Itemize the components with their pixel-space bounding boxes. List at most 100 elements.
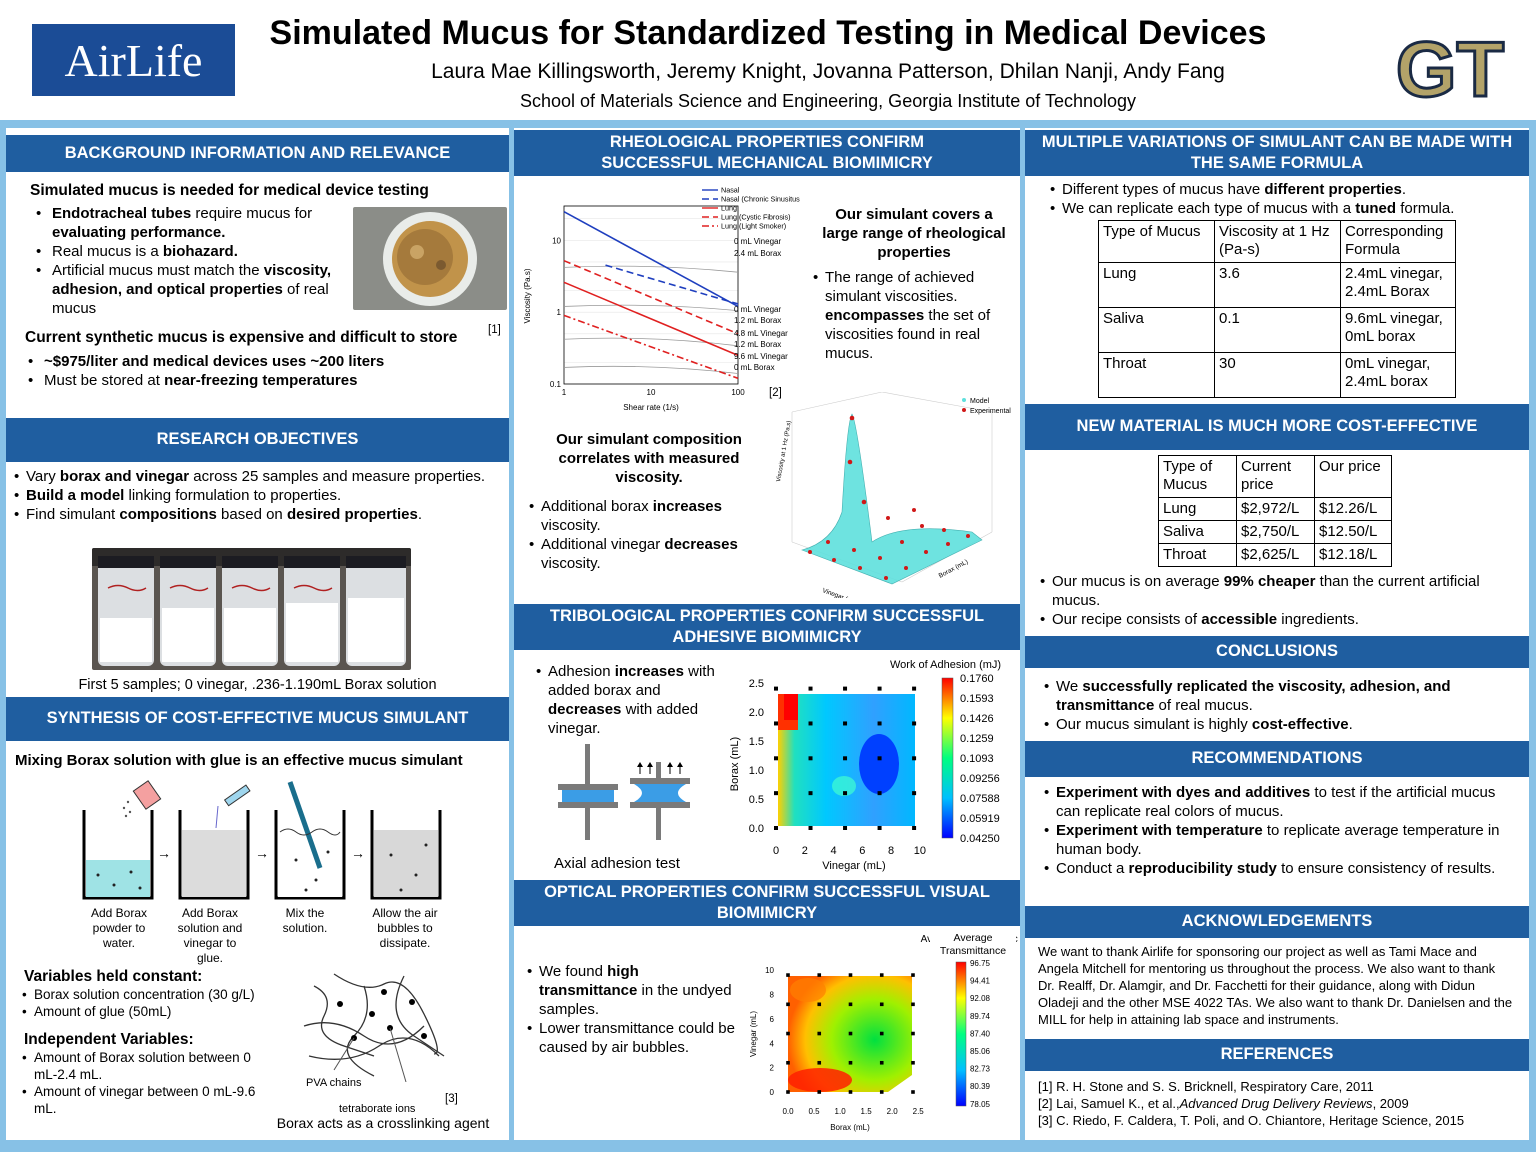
transmittance-title: Average Transmittance <box>930 932 1016 958</box>
colorbar-tick-label: 96.75 <box>970 959 991 968</box>
colorbar-tick-label: 0.1259 <box>960 733 994 745</box>
x-tick-label: 6 <box>859 845 865 857</box>
transmittance-heatmap-chart: Average Transmittance 0.0 0.5 1.0 1.5 2.0 2.5… <box>749 934 1018 1132</box>
sample-point <box>848 1060 853 1065</box>
series-line <box>605 264 739 305</box>
z-axis-label: Viscosity at 1 Hz (Pa.s) <box>776 420 793 482</box>
step-caption: Add Borax powder to water. <box>90 906 148 950</box>
sample-point <box>843 791 848 796</box>
list-item: Our mucus is on average 99% cheaper than… <box>1040 572 1510 610</box>
list-item: Lower transmittance could be caused by a… <box>527 1019 737 1057</box>
list-item: Amount of glue (50mL) <box>22 1003 302 1020</box>
y-axis-label: Borax (mL) <box>729 737 741 791</box>
rheology-side-list: The range of achieved simulant viscositi… <box>813 268 1013 363</box>
sample-point <box>877 791 882 796</box>
sample-point <box>786 1090 790 1094</box>
sample-point <box>911 1060 915 1065</box>
list-item: Endotracheal tubes require mucus for eva… <box>30 204 350 242</box>
annotation-label: 9.6 mL Vinegar <box>734 352 788 361</box>
chart-title: Work of Adhesion (mJ) <box>890 659 1001 671</box>
poster-title: Simulated Mucus for Standardized Testing… <box>269 14 1267 52</box>
ref-2-marker: [2] <box>769 387 782 399</box>
list-item: Amount of Borax solution between 0 mL-2.… <box>22 1049 262 1083</box>
x-tick-label: 1 <box>562 388 567 397</box>
colorbar-tick-label: 0.04250 <box>960 833 1000 845</box>
annotation-label: 0 mL Vinegar <box>734 237 781 246</box>
y-tick-label: 1.5 <box>749 736 764 748</box>
x-axis-label: Vinegar (mL) <box>821 587 859 598</box>
x-axis-label: Borax (mL) <box>830 1123 870 1132</box>
list-item: ~$975/liter and medical devices uses ~20… <box>22 352 392 371</box>
annotation-label: 0 mL Vinegar <box>734 305 781 314</box>
colorbar-tick-label: 82.73 <box>970 1065 991 1074</box>
constants-heading: Variables held constant: <box>24 968 203 985</box>
synthesis-process-diagram: → → → <box>82 780 442 900</box>
section-heading-optical: OPTICAL PROPERTIES CONFIRM SUCCESSFUL VI… <box>514 880 1020 926</box>
colorbar <box>941 677 954 839</box>
list-item: We successfully replicated the viscosity… <box>1044 677 1504 715</box>
sample-point <box>848 1002 853 1007</box>
svg-text:GT: GT <box>1396 28 1504 110</box>
y-axis-label: Viscosity (Pa.s) <box>523 268 532 323</box>
annotation-label: 1.2 mL Borax <box>734 316 781 325</box>
y-tick-label: 2.0 <box>749 707 764 719</box>
colorbar-tick-label: 87.40 <box>970 1029 991 1038</box>
table-row: Saliva 0.1 9.6mL vinegar, 0mL borax <box>1098 307 1456 353</box>
independent-heading: Independent Variables: <box>24 1031 194 1048</box>
step-caption: Mix the solution. <box>282 906 328 935</box>
sample-point <box>817 1031 822 1036</box>
series-line <box>563 259 739 335</box>
reference-item: [1] R. H. Stone and S. S. Bricknell, Res… <box>1038 1079 1374 1094</box>
list-item: Build a model linking formulation to pro… <box>14 486 494 505</box>
sample-point <box>786 1002 790 1007</box>
x-tick-label: 2.0 <box>887 1107 899 1116</box>
table-header-row: Type of Mucus Viscosity at 1 Hz (Pa-s) Cor… <box>1098 220 1456 263</box>
legend-label: Model <box>970 398 990 405</box>
sample-point <box>808 721 813 726</box>
variations-table: Type of Mucus Viscosity at 1 Hz (Pa-s) Cor… <box>1098 220 1456 398</box>
background-list: Endotracheal tubes require mucus for eva… <box>30 204 350 318</box>
simulant-curve <box>563 304 739 312</box>
chart-frame <box>563 205 739 385</box>
section-heading-objectives: RESEARCH OBJECTIVES <box>6 418 509 462</box>
colorbar-tick-label: 85.06 <box>970 1047 991 1056</box>
sample-point <box>774 791 778 796</box>
colorbar-tick-label: 0.07588 <box>960 793 1000 805</box>
x-tick-label: 10 <box>647 388 656 397</box>
list-item: Real mucus is a biohazard. <box>30 242 350 261</box>
adhesion-heatmap-chart: Work of Adhesion (mJ) 0 2 4 6 8 10 0.0 0.5 1.0 1.… <box>729 659 1001 872</box>
x-tick-label: 0.5 <box>808 1107 820 1116</box>
legend-model-marker <box>962 398 966 402</box>
list-item: Experiment with temperature to replicate… <box>1044 821 1504 859</box>
sample-point <box>817 1090 822 1094</box>
cost-table: Type of Mucus Current price Our price Lung… <box>1158 455 1392 567</box>
table-row: Throat $2,625/L $12.18/L <box>1158 543 1392 567</box>
list-item: Borax solution concentration (30 g/L) <box>22 986 302 1003</box>
composition-heading: Our simulant composition correlates with… <box>556 431 742 486</box>
legend-label: Nasal <box>721 186 740 195</box>
section-heading-tribology: TRIBOLOGICAL PROPERTIES CONFIRM SUCCESSF… <box>514 604 1020 650</box>
optical-list: We found high transmittance in the undye… <box>527 962 737 1057</box>
reference-item: [2] Lai, Samuel K., et al.,Advanced Drug… <box>1038 1096 1409 1111</box>
adhesion-caption: Axial adhesion test <box>554 855 680 872</box>
x-tick-label: 0.0 <box>782 1107 794 1116</box>
independent-list: Amount of Borax solution between 0 mL-2.… <box>22 1049 262 1117</box>
y-tick-label: 0 <box>770 1088 775 1097</box>
svg-text:→: → <box>351 845 365 861</box>
section-heading-cost: NEW MATERIAL IS MUCH MORE COST-EFFECTIVE <box>1025 404 1529 450</box>
svg-text:→: → <box>255 845 269 861</box>
colorbar-tick-label: 0.09256 <box>960 773 1000 785</box>
y-tick-label: 6 <box>770 1015 775 1024</box>
colorbar-tick-label: 78.05 <box>970 1100 991 1109</box>
list-item: Our mucus simulant is highly cost-effect… <box>1044 715 1504 734</box>
step-caption: Add Borax solution and vinegar to glue. <box>177 906 243 965</box>
sample-point <box>774 721 778 726</box>
list-item: Additional vinegar decreases viscosity. <box>529 535 759 573</box>
list-item: Vary borax and vinegar across 25 samples… <box>14 467 494 486</box>
airlife-logo: AirLife <box>32 24 235 96</box>
variations-list: Different types of mucus have different … <box>1050 180 1520 218</box>
table-row: Lung 3.6 2.4mL vinegar, 2.4mL Borax <box>1098 262 1456 308</box>
legend-label: Lung <box>721 204 737 213</box>
sample-point <box>843 756 848 761</box>
list-item: Experiment with dyes and additives to te… <box>1044 783 1504 821</box>
